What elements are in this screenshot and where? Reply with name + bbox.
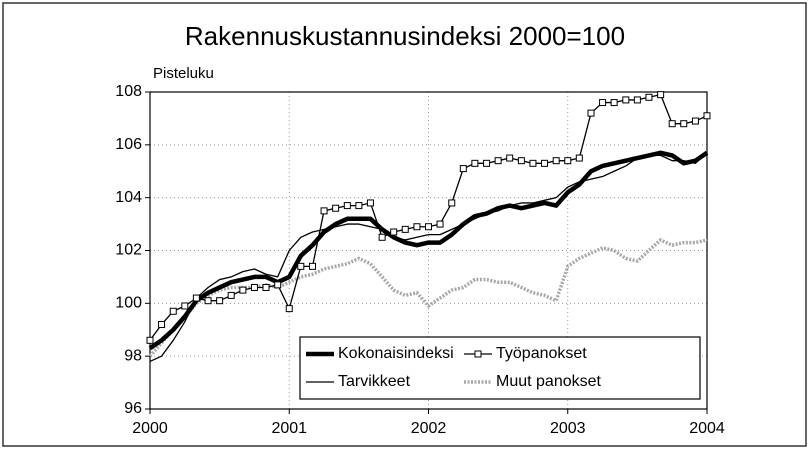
- point-marker: [274, 281, 282, 289]
- point-marker: [494, 157, 502, 165]
- point-marker: [158, 320, 166, 328]
- legend-swatch-marker: [474, 350, 482, 358]
- point-marker: [448, 199, 456, 207]
- point-marker: [552, 157, 560, 165]
- point-marker: [413, 223, 421, 231]
- y-axis-label: Pisteluku: [153, 65, 214, 82]
- point-marker: [703, 112, 711, 120]
- legend-label: Kokonaisindeksi: [338, 345, 454, 362]
- point-marker: [471, 159, 479, 167]
- legend-label: Muut panokset: [496, 373, 602, 390]
- point-marker: [285, 305, 293, 313]
- point-marker: [599, 99, 607, 107]
- point-marker: [610, 99, 618, 107]
- point-marker: [575, 154, 583, 162]
- point-marker: [622, 96, 630, 104]
- plot-area: [149, 91, 708, 410]
- series-line: [149, 152, 708, 363]
- y-tick-label: 106: [115, 136, 142, 153]
- point-marker: [657, 91, 665, 99]
- point-marker: [250, 283, 258, 291]
- point-marker: [390, 228, 398, 236]
- point-marker: [506, 154, 514, 162]
- x-tick-label: 2001: [271, 420, 307, 437]
- y-tick-label: 104: [115, 189, 142, 206]
- point-marker: [169, 307, 177, 315]
- point-marker: [355, 202, 363, 210]
- point-marker: [378, 233, 386, 241]
- legend-label: Tarvikkeet: [338, 373, 411, 390]
- legend-label: Työpanokset: [496, 345, 587, 362]
- point-marker: [262, 283, 270, 291]
- point-marker: [436, 220, 444, 228]
- point-marker: [483, 159, 491, 167]
- point-marker: [192, 294, 200, 302]
- x-tick-label: 2000: [132, 420, 168, 437]
- point-marker: [680, 120, 688, 128]
- y-tick-label: 108: [115, 83, 142, 100]
- point-marker: [146, 336, 154, 344]
- point-marker: [587, 109, 595, 117]
- y-tick-label: 100: [115, 295, 142, 312]
- y-tick-label: 98: [124, 347, 142, 364]
- point-marker: [216, 297, 224, 305]
- chart-title: Rakennuskustannusindeksi 2000=100: [185, 21, 625, 51]
- point-marker: [239, 286, 247, 294]
- x-tick-label: 2004: [689, 420, 725, 437]
- legend-box: [299, 336, 701, 400]
- point-marker: [366, 199, 374, 207]
- point-marker: [320, 207, 328, 215]
- point-marker: [343, 202, 351, 210]
- point-marker: [227, 291, 235, 299]
- point-marker: [633, 96, 641, 104]
- point-marker: [645, 93, 653, 101]
- point-marker: [517, 157, 525, 165]
- y-tick-label: 96: [124, 400, 142, 417]
- point-marker: [425, 223, 432, 231]
- point-marker: [529, 159, 537, 167]
- point-marker: [297, 262, 305, 270]
- y-tick-label: 102: [115, 242, 142, 259]
- point-marker: [459, 165, 467, 173]
- point-marker: [564, 157, 572, 165]
- x-tick-label: 2002: [411, 420, 447, 437]
- point-marker: [204, 297, 212, 305]
- series-line: [149, 93, 708, 341]
- point-marker: [540, 159, 548, 167]
- point-marker: [691, 117, 699, 125]
- point-marker: [401, 225, 409, 233]
- series-line: [148, 150, 709, 351]
- point-marker: [332, 204, 340, 212]
- point-marker: [668, 120, 676, 128]
- point-marker: [309, 262, 317, 270]
- point-marker: [181, 302, 189, 310]
- x-tick-label: 2003: [550, 420, 586, 437]
